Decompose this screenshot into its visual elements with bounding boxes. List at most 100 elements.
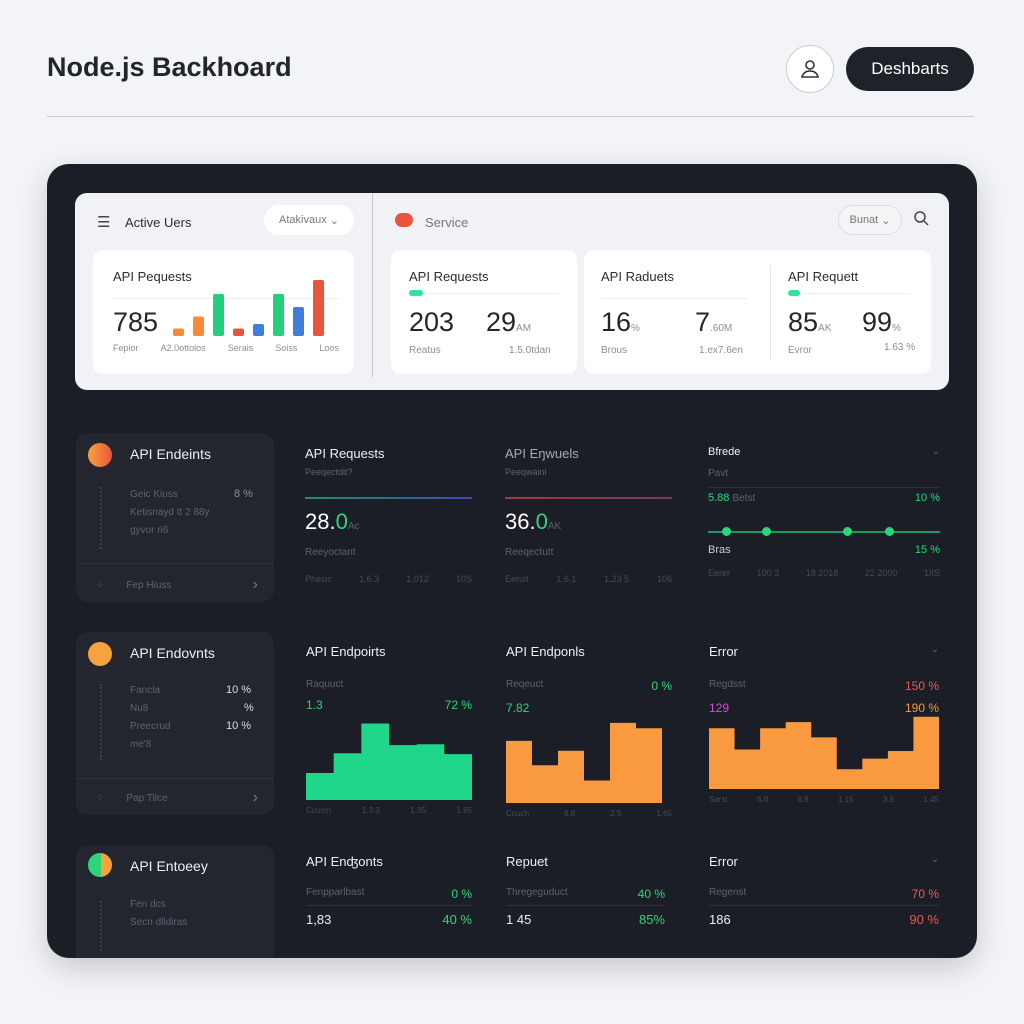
unit: AK bbox=[547, 521, 562, 532]
widget-title: API Requests bbox=[305, 446, 385, 461]
area-step bbox=[760, 728, 786, 789]
bar bbox=[193, 316, 204, 336]
axis-label: Fepior bbox=[113, 343, 139, 353]
widget-value: 1.3 bbox=[306, 698, 323, 712]
axis-label: A2.0ottolos bbox=[160, 343, 206, 353]
bar bbox=[273, 293, 284, 336]
widget-title: API Enʤonts bbox=[306, 854, 383, 869]
side-item-label: Fancla bbox=[130, 685, 161, 696]
axis-label: 2.5 bbox=[610, 809, 622, 818]
side-item-label: Preecrud bbox=[130, 721, 171, 732]
status-indicator bbox=[788, 290, 800, 296]
bar bbox=[233, 328, 244, 336]
service-icon bbox=[395, 213, 413, 227]
endpoints-side-card-2: API Endovnts Fancla 10 % Nu8 % Preecrud … bbox=[76, 632, 274, 815]
widget-subtitle: Regdsst bbox=[709, 679, 746, 690]
chevron-down-icon[interactable]: ⌄ bbox=[931, 446, 940, 457]
card-footer: Evror bbox=[788, 345, 812, 356]
card-value: 7 bbox=[695, 307, 711, 337]
side-card-title: API Entoeey bbox=[130, 858, 208, 874]
api-requests-widget: API Requests Peeqectdit? 28.0Ac Reeyocta… bbox=[305, 446, 472, 584]
users-dropdown[interactable]: Atakivaux ⌄ bbox=[264, 205, 354, 235]
area-step bbox=[610, 723, 636, 803]
axis-label: 1.15 bbox=[838, 795, 854, 804]
card-title: API Requett bbox=[788, 269, 859, 284]
widget-value: 1,83 bbox=[306, 912, 332, 927]
axis-label: 6.8 bbox=[757, 795, 769, 804]
footer-label: Pap Tilce bbox=[126, 792, 168, 804]
card-footer: 1.63 % bbox=[884, 342, 916, 353]
error-chart-widget: Error ⌄ Regdsst 150 % 129 190 % Sarst 6.8 6.8… bbox=[709, 644, 939, 804]
axis-label: 1.45 bbox=[923, 795, 939, 804]
axis-label: Soiss bbox=[275, 343, 298, 353]
service-label: Service bbox=[425, 215, 469, 230]
area-step bbox=[735, 749, 761, 789]
area-step bbox=[584, 781, 610, 804]
dashboards-button[interactable]: Deshbarts bbox=[846, 47, 974, 91]
widget-value: 28. bbox=[305, 509, 336, 534]
endpoint-icon bbox=[88, 443, 112, 467]
side-item-label: Nu8 bbox=[130, 703, 149, 714]
axis-label: 22 2000 bbox=[864, 568, 898, 578]
card-footer: Reatus bbox=[409, 345, 441, 356]
card-footer: Brous bbox=[601, 345, 628, 356]
api-requests-bar-card: API Pequests 785 Fepior A2.0ottolos Serais… bbox=[93, 250, 354, 374]
area-step bbox=[361, 724, 389, 801]
widget-title: Error bbox=[709, 644, 738, 659]
chevron-down-icon[interactable]: ⌄ bbox=[930, 644, 939, 655]
axis-label: Sarst bbox=[709, 795, 728, 804]
area-step bbox=[862, 759, 888, 789]
metric-value: 5.88 bbox=[708, 492, 730, 504]
endpoints-chart-widget-2: API Endponls Reqeuct 0 % 7.82 Couch 6.8 2.5… bbox=[506, 644, 672, 818]
axis-label: 1.65 bbox=[656, 809, 672, 818]
chevron-down-icon[interactable]: ⌄ bbox=[930, 854, 939, 865]
axis-label: 6.8 bbox=[797, 795, 809, 804]
widget-label: Reeyoctant bbox=[305, 547, 356, 558]
axis-label: Eerer bbox=[708, 568, 731, 578]
widget-percent: 70 % bbox=[911, 887, 939, 901]
widget-title: Error bbox=[709, 854, 738, 869]
card-title: API Requests bbox=[409, 269, 489, 284]
widget-percent: 85% bbox=[638, 912, 665, 927]
row3-widget-2: Repuet Thregeguduct 40 % 1 45 85% bbox=[506, 854, 665, 927]
widget-value: 1 45 bbox=[506, 912, 532, 927]
area-series bbox=[306, 723, 472, 800]
card-footer: 1.ex7.6en bbox=[699, 345, 743, 356]
menu-icon[interactable]: ☰ bbox=[97, 214, 111, 231]
area-step bbox=[837, 769, 863, 789]
metric-percent: 15 % bbox=[914, 544, 940, 556]
area-step bbox=[636, 728, 662, 803]
card-value: 785 bbox=[113, 307, 159, 337]
area-step bbox=[811, 737, 837, 789]
endpoints-chart-widget: API Endpoirts Raquuct 1.3 72 % Ccurcn 1.3.… bbox=[306, 644, 472, 815]
metric-label: Betst bbox=[732, 493, 756, 504]
user-icon bbox=[800, 60, 820, 78]
bar bbox=[313, 280, 324, 336]
area-step bbox=[444, 754, 472, 800]
axis-label: 106 bbox=[656, 574, 672, 584]
axis-label: 1.65 bbox=[456, 806, 472, 815]
side-card-footer-link[interactable]: ⁘ Fep Hiuss › bbox=[96, 573, 294, 597]
widget-subtitle: Fenpparlbast bbox=[306, 887, 365, 898]
service-dropdown[interactable]: Bunat ⌄ bbox=[838, 205, 902, 235]
widget-subtitle: Reqeuct bbox=[506, 679, 544, 690]
axis-label: 1.6.1 bbox=[556, 574, 577, 584]
card-value: 16 bbox=[601, 307, 632, 337]
timeline-slider[interactable] bbox=[708, 526, 940, 538]
endpoint-icon bbox=[88, 853, 112, 877]
endpoints-side-card: API Endeints Geic Kiuss 8 % Ketisnayd tt… bbox=[76, 433, 274, 602]
status-indicator bbox=[409, 290, 423, 296]
grid-icon: ⁘ bbox=[96, 579, 105, 591]
side-item-label: Ketisnayd tt 2 88y bbox=[130, 507, 210, 518]
api-requests-card: API Requests 203 29AM Reatus 1.5.0tdan bbox=[391, 250, 577, 374]
unit: Ac bbox=[347, 521, 360, 532]
side-card-footer-link[interactable]: ⁘ Pap Tilce › bbox=[96, 786, 294, 810]
search-icon[interactable] bbox=[913, 210, 929, 231]
chevron-right-icon: › bbox=[252, 789, 258, 806]
card-value: 85 bbox=[788, 307, 819, 337]
profile-button[interactable] bbox=[786, 45, 834, 93]
card-value: 99 bbox=[862, 307, 893, 337]
area-chart bbox=[506, 722, 662, 804]
widget-percent: 190 % bbox=[904, 701, 939, 715]
top-summary-card: ☰ Active Uers Atakivaux ⌄ Service Bunat … bbox=[75, 193, 949, 390]
